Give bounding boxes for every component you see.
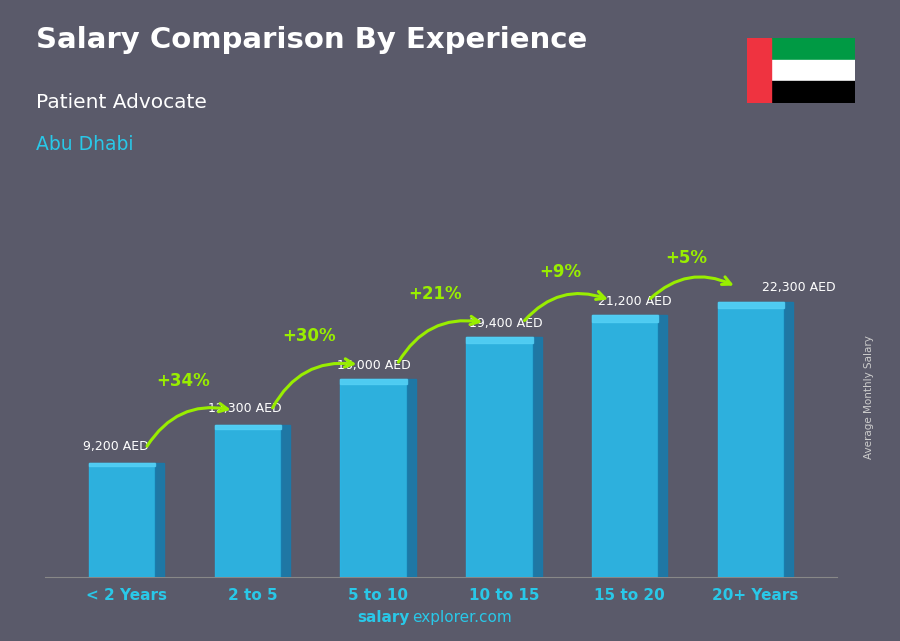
Bar bbox=[770, 60, 855, 81]
Bar bbox=[281, 425, 290, 577]
Text: +5%: +5% bbox=[665, 249, 707, 267]
Bar bbox=[466, 337, 533, 577]
Bar bbox=[215, 425, 281, 577]
Text: +34%: +34% bbox=[157, 372, 211, 390]
Bar bbox=[215, 425, 281, 429]
Bar bbox=[156, 463, 165, 577]
Bar bbox=[89, 463, 156, 466]
Text: +9%: +9% bbox=[539, 263, 581, 281]
Text: +21%: +21% bbox=[408, 285, 462, 303]
Text: 19,400 AED: 19,400 AED bbox=[469, 317, 543, 330]
Text: Patient Advocate: Patient Advocate bbox=[36, 93, 207, 112]
Bar bbox=[466, 337, 533, 344]
Text: explorer.com: explorer.com bbox=[412, 610, 512, 625]
Text: 16,000 AED: 16,000 AED bbox=[337, 359, 410, 372]
Bar bbox=[89, 463, 156, 577]
Bar bbox=[717, 302, 784, 577]
Bar bbox=[770, 38, 855, 60]
Bar bbox=[717, 302, 784, 308]
Text: Salary Comparison By Experience: Salary Comparison By Experience bbox=[36, 26, 587, 54]
Text: salary: salary bbox=[357, 610, 410, 625]
Bar bbox=[407, 379, 416, 577]
Bar bbox=[340, 379, 407, 385]
Text: Average Monthly Salary: Average Monthly Salary bbox=[863, 335, 874, 460]
Text: 21,200 AED: 21,200 AED bbox=[598, 295, 671, 308]
Text: 22,300 AED: 22,300 AED bbox=[761, 281, 835, 294]
Bar bbox=[770, 81, 855, 103]
Bar bbox=[592, 315, 658, 577]
Bar bbox=[592, 315, 658, 322]
Bar bbox=[533, 337, 542, 577]
Bar bbox=[340, 379, 407, 577]
Text: Abu Dhabi: Abu Dhabi bbox=[36, 135, 133, 154]
Bar bbox=[747, 38, 770, 103]
Bar bbox=[658, 315, 667, 577]
Text: 9,200 AED: 9,200 AED bbox=[83, 440, 148, 453]
Bar bbox=[784, 302, 793, 577]
Text: 12,300 AED: 12,300 AED bbox=[209, 402, 282, 415]
Text: +30%: +30% bbox=[283, 327, 336, 345]
